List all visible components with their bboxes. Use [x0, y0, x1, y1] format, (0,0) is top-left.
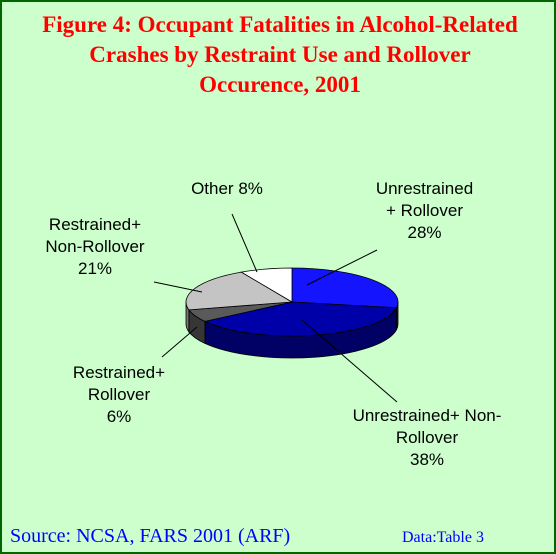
value-label: 21%: [77, 259, 113, 278]
slice: [185, 271, 294, 311]
value-label: 28%: [407, 223, 442, 242]
value-label: 38%: [409, 450, 445, 469]
value-label: 8%: [238, 179, 263, 198]
category-label: Other: [191, 179, 234, 198]
leader-line: [231, 213, 258, 273]
category-label: Unrestrained+ Non-Rollover: [352, 406, 502, 447]
leader-line: [161, 326, 198, 358]
slice-label: Other 8%: [167, 178, 287, 200]
slice-label: Unrestrained+ Non-Rollover 38%: [347, 405, 507, 471]
chart-title: Figure 4: Occupant Fatalities in Alcohol…: [42, 12, 518, 97]
slice: [240, 267, 293, 303]
source: Source: NCSA, FARS 2001 (ARF): [10, 525, 291, 547]
value-label: 6%: [106, 407, 132, 426]
leader-line: [306, 249, 378, 286]
leader-line: [153, 281, 203, 293]
leader-lines: [153, 213, 398, 403]
slice-label: Restrained+ Non-Rollover 21%: [30, 214, 160, 280]
category-label: Restrained+ Rollover: [72, 363, 166, 404]
category-label: Unrestrained + Rollover: [375, 179, 474, 220]
leader-line: [301, 319, 398, 403]
slice-label: Restrained+ Rollover 6%: [64, 362, 174, 428]
note: Data:Table 3: [402, 529, 484, 546]
category-label: Restrained+ Non-Rollover: [45, 215, 145, 256]
slice-label: Unrestrained + Rollover 28%: [372, 178, 477, 244]
slice: [291, 267, 399, 309]
slice: [203, 301, 398, 337]
